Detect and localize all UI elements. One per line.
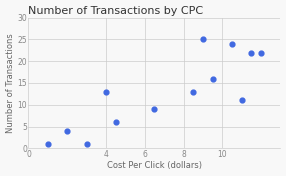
Point [114,121,118,124]
Y-axis label: Number of Transactions: Number of Transactions [5,33,15,133]
Point [249,51,254,54]
Point [45,143,50,145]
Point [84,143,89,145]
Point [200,38,205,41]
Point [239,99,244,102]
Text: Number of Transactions by CPC: Number of Transactions by CPC [29,6,204,15]
Point [230,42,234,45]
Point [210,77,215,80]
X-axis label: Cost Per Click (dollars): Cost Per Click (dollars) [107,161,202,170]
Point [65,130,69,132]
Point [259,51,263,54]
Point [152,108,157,111]
Point [104,90,108,93]
Point [191,90,196,93]
